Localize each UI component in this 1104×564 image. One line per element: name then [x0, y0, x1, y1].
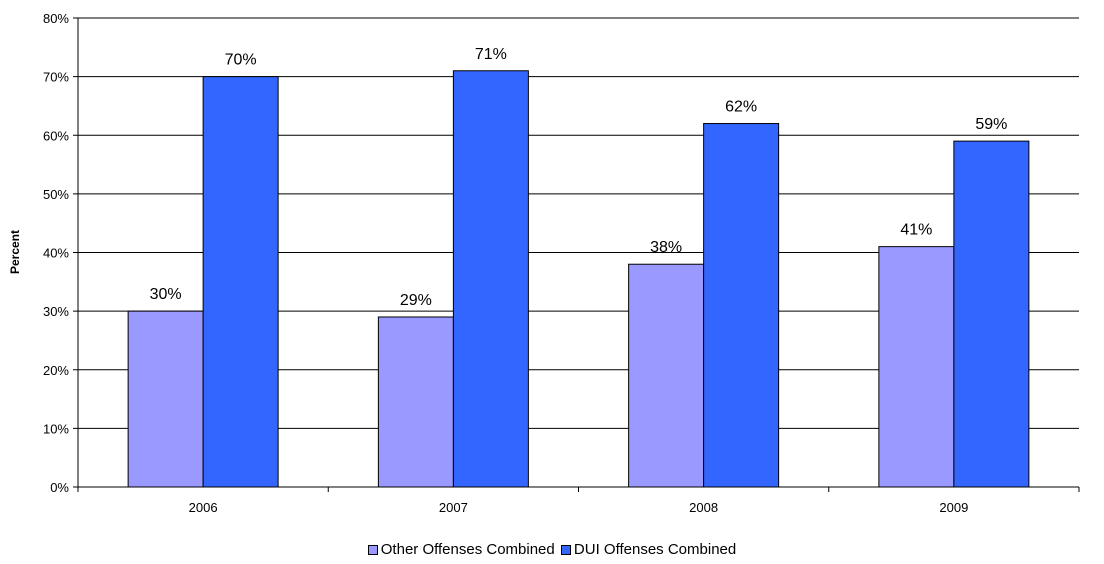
y-tick-label: 70%	[43, 70, 69, 85]
legend-swatch-other-offenses	[367, 544, 378, 555]
y-tick-label: 50%	[43, 187, 69, 202]
bar-other-offenses-2008	[628, 263, 705, 488]
y-tick-label: 30%	[43, 304, 69, 319]
x-tick-label: 2007	[439, 500, 468, 515]
bar-data-label: 29%	[400, 292, 432, 309]
bar-data-label: 59%	[975, 116, 1007, 133]
legend-item-other-offenses: Other Offenses Combined	[367, 541, 555, 558]
legend-swatch-dui-offenses	[560, 544, 571, 555]
x-tick-label: 2009	[939, 500, 968, 515]
y-tick-label: 40%	[43, 246, 69, 261]
bar-data-label: 71%	[475, 46, 507, 63]
bar-data-label: 30%	[150, 286, 182, 303]
bar-other-offenses-2009	[878, 246, 955, 488]
bar-dui-offenses-2007	[452, 70, 529, 488]
y-tick-label: 10%	[43, 421, 69, 436]
legend-label-other-offenses: Other Offenses Combined	[380, 541, 555, 558]
bar-data-label: 41%	[900, 222, 932, 239]
bar-other-offenses-2006	[127, 310, 204, 488]
bar-dui-offenses-2009	[953, 140, 1030, 488]
y-tick-label: 20%	[43, 363, 69, 378]
bar-dui-offenses-2008	[703, 123, 780, 488]
y-tick-label: 0%	[50, 480, 69, 495]
x-tick-label: 2008	[689, 500, 718, 515]
bar-other-offenses-2007	[377, 316, 454, 488]
y-tick-label: 60%	[43, 128, 69, 143]
bar-data-label: 70%	[225, 52, 257, 69]
bars	[127, 70, 1030, 488]
legend-label-dui-offenses: DUI Offenses Combined	[573, 541, 737, 558]
y-axis-label: Percent	[8, 230, 22, 274]
bar-data-label: 38%	[650, 239, 682, 256]
legend-item-dui-offenses: DUI Offenses Combined	[560, 541, 737, 558]
x-tick-label: 2006	[189, 500, 218, 515]
bar-dui-offenses-2006	[202, 76, 279, 488]
bar-data-labels: 30% 70% 29% 71% 38% 62% 41% 59%	[150, 46, 1008, 309]
y-tick-labels: 0% 10% 20% 30% 40% 50% 60% 70% 80%	[43, 11, 69, 495]
axes	[77, 18, 1080, 492]
x-tick-labels: 2006 2007 2008 2009	[189, 500, 969, 515]
bar-data-label: 62%	[725, 99, 757, 116]
bar-chart: 0%10%20%30%40%50%60%70%80% 30%70%29%71%3…	[8, 11, 1080, 515]
legend: Other Offenses Combined DUI Offenses Com…	[0, 541, 1104, 559]
y-tick-label: 80%	[43, 11, 69, 26]
